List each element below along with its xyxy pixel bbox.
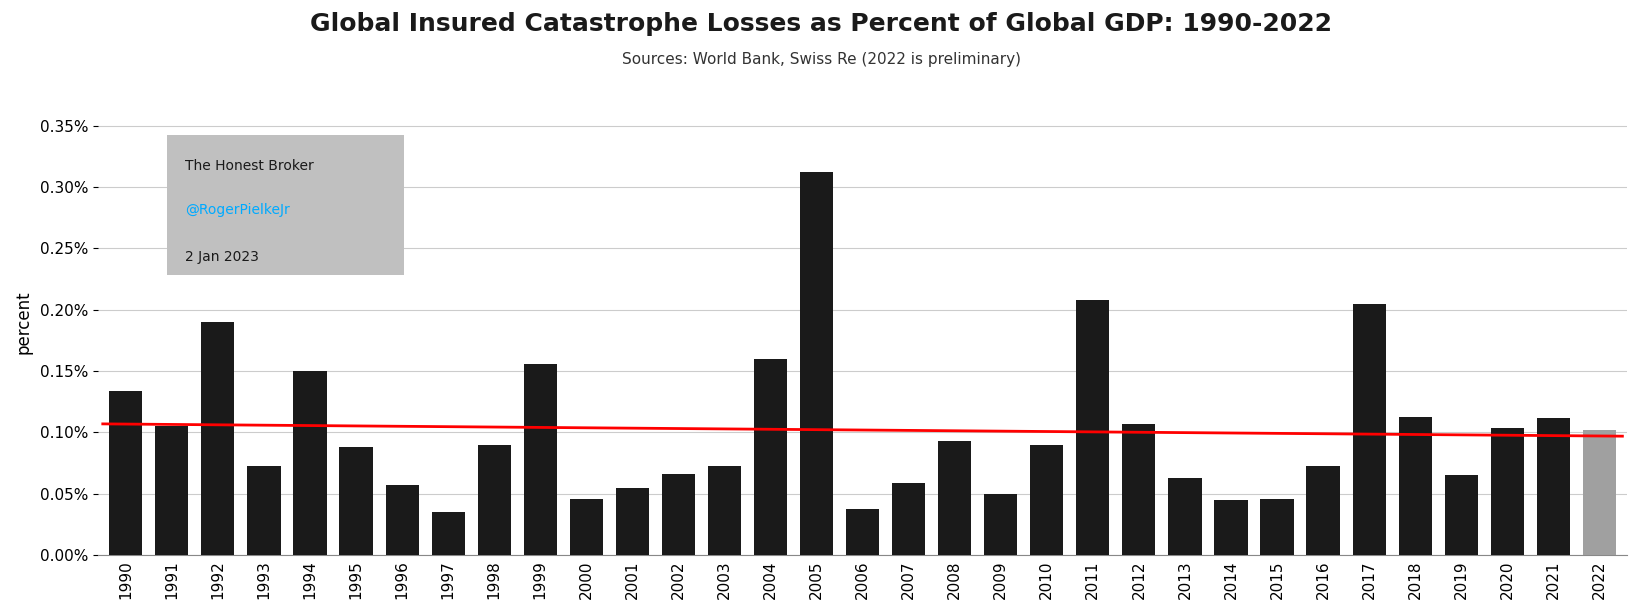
- Bar: [386, 485, 419, 555]
- Bar: [892, 483, 924, 555]
- Bar: [248, 465, 281, 555]
- Bar: [708, 465, 741, 555]
- Bar: [1583, 430, 1616, 555]
- Bar: [754, 359, 787, 555]
- Bar: [1121, 424, 1156, 555]
- Text: 2 Jan 2023: 2 Jan 2023: [186, 250, 259, 264]
- Text: Sources: World Bank, Swiss Re (2022 is preliminary): Sources: World Bank, Swiss Re (2022 is p…: [622, 52, 1020, 67]
- Bar: [1215, 500, 1248, 555]
- Bar: [478, 445, 511, 555]
- Y-axis label: percent: percent: [15, 290, 33, 354]
- Text: @RogerPielkeJr: @RogerPielkeJr: [186, 203, 291, 217]
- Bar: [294, 371, 327, 555]
- Bar: [1445, 475, 1478, 555]
- Bar: [1307, 465, 1340, 555]
- Bar: [1261, 499, 1294, 555]
- Bar: [662, 474, 695, 555]
- Bar: [800, 172, 832, 555]
- Bar: [1491, 427, 1524, 555]
- FancyBboxPatch shape: [167, 135, 404, 275]
- Bar: [524, 363, 557, 555]
- Bar: [202, 322, 235, 555]
- Bar: [1030, 445, 1064, 555]
- Bar: [846, 508, 878, 555]
- Bar: [1353, 303, 1386, 555]
- Bar: [938, 441, 972, 555]
- Text: Global Insured Catastrophe Losses as Percent of Global GDP: 1990-2022: Global Insured Catastrophe Losses as Per…: [310, 12, 1332, 36]
- Text: The Honest Broker: The Honest Broker: [186, 158, 314, 173]
- Bar: [110, 391, 143, 555]
- Bar: [1076, 300, 1110, 555]
- Bar: [1169, 478, 1202, 555]
- Bar: [1537, 418, 1570, 555]
- Bar: [616, 488, 649, 555]
- Bar: [1399, 416, 1432, 555]
- Bar: [340, 447, 373, 555]
- Bar: [984, 494, 1018, 555]
- Bar: [570, 499, 603, 555]
- Bar: [432, 512, 465, 555]
- Bar: [156, 426, 189, 555]
